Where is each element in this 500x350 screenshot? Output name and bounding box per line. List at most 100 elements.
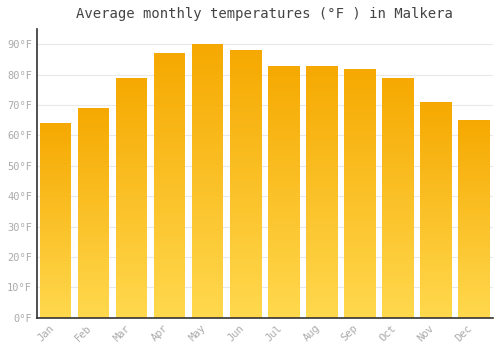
Bar [154,244,186,246]
Bar [420,158,452,160]
Bar [268,285,300,288]
Bar [192,307,224,310]
Bar [40,174,72,176]
Bar [268,219,300,222]
Bar [78,167,110,169]
Bar [306,108,338,111]
Bar [154,265,186,268]
Bar [192,197,224,200]
Bar [116,198,148,200]
Bar [154,183,186,186]
Bar [192,61,224,63]
Bar [344,156,376,158]
Bar [192,164,224,167]
Bar [78,154,110,156]
Bar [420,130,452,132]
Bar [306,98,338,101]
Bar [192,260,224,263]
Bar [116,256,148,258]
Bar [116,251,148,253]
Bar [230,243,262,246]
Bar [458,284,490,286]
Bar [192,238,224,241]
Bar [382,239,414,241]
Bar [420,143,452,145]
Bar [116,188,148,191]
Bar [458,172,490,174]
Bar [420,175,452,177]
Bar [116,114,148,116]
Bar [458,286,490,288]
Bar [306,101,338,103]
Bar [306,230,338,232]
Bar [230,64,262,66]
Bar [40,180,72,182]
Bar [78,150,110,152]
Bar [78,108,110,110]
Bar [154,175,186,178]
Bar [230,310,262,313]
Bar [116,313,148,315]
Bar [306,131,338,134]
Bar [154,90,186,93]
Bar [154,284,186,286]
Bar [40,261,72,264]
Bar [306,81,338,83]
Bar [40,259,72,261]
Bar [344,113,376,116]
Bar [154,231,186,233]
Bar [116,133,148,135]
Bar [78,180,110,182]
Bar [382,150,414,152]
Bar [78,305,110,307]
Bar [420,251,452,253]
Bar [192,214,224,217]
Bar [458,237,490,239]
Bar [344,71,376,74]
Bar [192,83,224,85]
Bar [268,172,300,174]
Bar [268,250,300,252]
Bar [344,253,376,255]
Bar [458,166,490,168]
Bar [382,308,414,311]
Bar [420,113,452,115]
Bar [40,145,72,147]
Bar [268,149,300,151]
Bar [230,189,262,192]
Bar [458,282,490,284]
Bar [116,275,148,277]
Bar [458,249,490,251]
Bar [78,211,110,213]
Bar [458,136,490,138]
Bar [306,270,338,272]
Bar [420,182,452,184]
Bar [78,276,110,278]
Bar [306,250,338,252]
Bar [154,119,186,122]
Bar [306,144,338,146]
Bar [268,76,300,78]
Bar [344,240,376,243]
Bar [192,301,224,304]
Bar [230,264,262,267]
Bar [458,266,490,268]
Bar [420,225,452,227]
Bar [458,189,490,191]
Bar [458,280,490,282]
Bar [78,159,110,161]
Bar [116,292,148,294]
Bar [116,289,148,292]
Bar [192,159,224,162]
Bar [230,136,262,139]
Bar [268,278,300,280]
Bar [306,300,338,303]
Bar [116,215,148,217]
Bar [306,215,338,217]
Bar [420,314,452,316]
Bar [192,80,224,83]
Bar [154,252,186,254]
Bar [268,280,300,282]
Bar [382,162,414,164]
Bar [78,236,110,238]
